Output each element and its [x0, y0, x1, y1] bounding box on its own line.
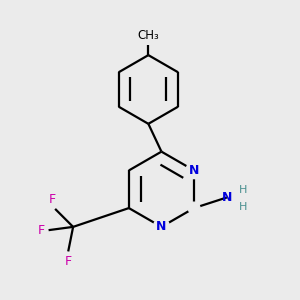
Circle shape — [188, 202, 200, 214]
Text: N: N — [222, 191, 232, 204]
Circle shape — [186, 162, 202, 178]
Text: H: H — [239, 185, 248, 195]
Text: H: H — [239, 202, 248, 212]
Text: F: F — [38, 224, 45, 237]
Text: CH₃: CH₃ — [137, 29, 159, 42]
Text: N: N — [156, 220, 167, 233]
Text: N: N — [189, 164, 199, 177]
Text: F: F — [64, 255, 72, 268]
Text: F: F — [49, 193, 56, 206]
Circle shape — [153, 219, 170, 235]
